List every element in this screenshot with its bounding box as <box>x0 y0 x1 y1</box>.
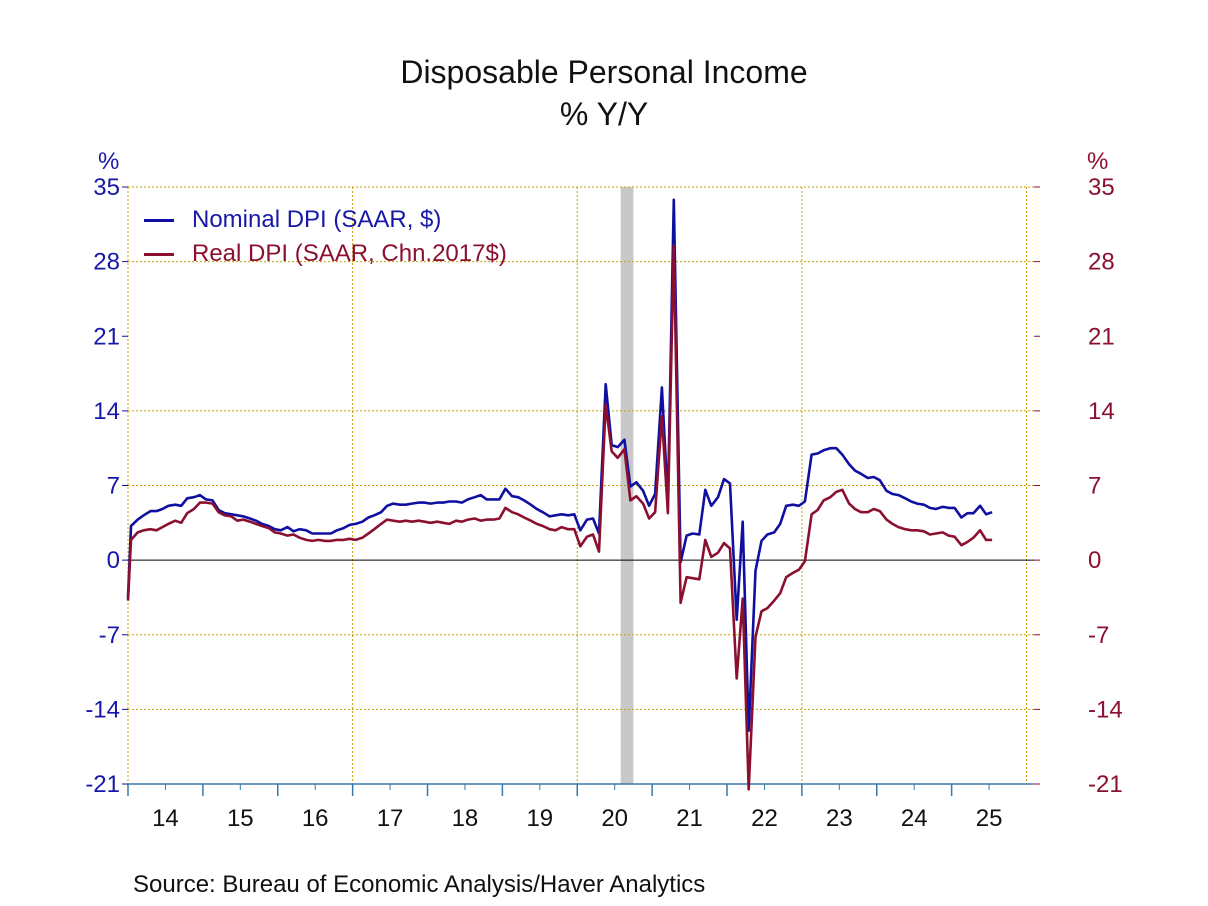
x-tick-label: 15 <box>227 805 254 832</box>
legend-swatch-real <box>144 252 174 256</box>
right-y-tick-label: 21 <box>1088 323 1115 350</box>
right-axis-unit-label: % <box>1087 148 1109 175</box>
gridline-layer <box>127 186 1034 784</box>
left-y-tick-label: -7 <box>99 622 120 649</box>
x-tick-label: 21 <box>676 805 703 832</box>
legend-label-nominal: Nominal DPI (SAAR, $) <box>192 206 442 233</box>
recession-shading-layer <box>620 187 634 784</box>
right-y-tick-label: 0 <box>1088 547 1101 574</box>
right-y-tick-label: -14 <box>1088 696 1123 723</box>
left-y-tick-label: -21 <box>85 771 120 798</box>
x-tick-label: 18 <box>452 805 479 832</box>
right-y-tick-label: 35 <box>1088 174 1115 201</box>
tick-label-layer: 35 28 21 14 7 0 -7 -14 -21 35 28 21 14 7 0 -7 -14 -21 14 15… <box>85 174 1122 832</box>
right-y-tick-label: 7 <box>1088 473 1101 500</box>
series-line-nominal <box>126 198 993 732</box>
left-axis-unit-label: % <box>98 148 120 175</box>
chart-subtitle: % Y/Y <box>559 96 649 132</box>
x-tick-label: 17 <box>377 805 404 832</box>
x-tick-label: 23 <box>826 805 853 832</box>
left-y-tick-label: 28 <box>93 249 120 276</box>
x-tick-label: 14 <box>152 805 179 832</box>
recession-band <box>620 187 634 784</box>
series-line-real <box>126 244 993 791</box>
right-y-tick-label: 28 <box>1088 249 1115 276</box>
x-tick-label: 16 <box>302 805 329 832</box>
left-y-tick-label: 0 <box>107 547 120 574</box>
left-y-tick-label: -14 <box>85 696 120 723</box>
left-y-tick-label: 35 <box>93 174 120 201</box>
left-y-tick-label: 7 <box>107 473 120 500</box>
series-layer <box>126 198 993 791</box>
x-tick-label: 25 <box>976 805 1003 832</box>
x-tick-label: 24 <box>901 805 928 832</box>
x-tick-label: 22 <box>751 805 778 832</box>
chart-title: Disposable Personal Income <box>400 54 808 90</box>
right-y-tick-label: -7 <box>1088 622 1109 649</box>
left-y-tick-label: 21 <box>93 323 120 350</box>
right-y-tick-label: -21 <box>1088 771 1123 798</box>
axis-layer <box>122 186 1040 796</box>
x-tick-label: 20 <box>601 805 628 832</box>
legend-item-real: Real DPI (SAAR, Chn.2017$) <box>144 239 507 269</box>
left-y-tick-label: 14 <box>93 398 120 425</box>
x-tick-label: 19 <box>526 805 553 832</box>
legend-label-real: Real DPI (SAAR, Chn.2017$) <box>192 240 507 267</box>
legend-item-nominal: Nominal DPI (SAAR, $) <box>144 205 441 235</box>
source-note: Source: Bureau of Economic Analysis/Have… <box>133 871 706 898</box>
right-y-tick-label: 14 <box>1088 398 1115 425</box>
legend-swatch-nominal <box>144 218 174 222</box>
